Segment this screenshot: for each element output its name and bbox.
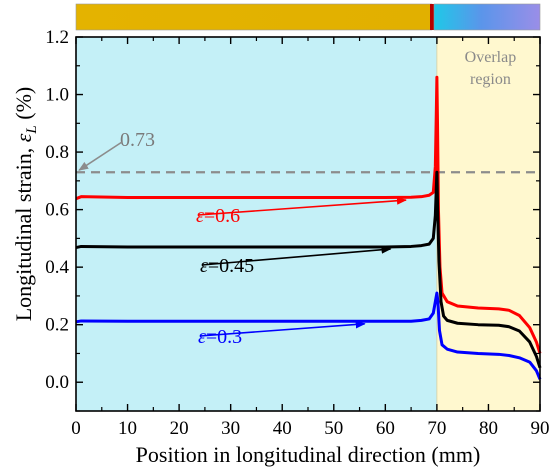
series-label-arrow-0 [197,196,407,216]
axes: 0 10 20 30 40 50 60 70 80 90 0.0 0.2 0.4 0.6 0.8 1.0 1.2 [45,27,549,439]
x-tick-label-2: 20 [170,418,189,439]
x-tick-label-7: 70 [427,418,446,439]
specimen-bar [75,3,541,31]
series-line-2 [75,291,542,380]
series-label-arrow-1 [201,245,392,266]
x-axis-title: Position in longitudinal direction (mm) [136,442,481,467]
series-label-2: ε=0.3 [198,326,242,348]
y-tick-label-0: 0.0 [45,372,69,393]
y-tick-label-3: 0.6 [45,200,69,221]
x-tick-label-1: 10 [118,418,137,439]
series-line-0 [75,75,542,354]
y-tick-label-5: 1.0 [45,85,69,106]
specimen-bar-left [75,3,433,31]
region-rect-0 [76,37,437,411]
series-label-value-0: =0.6 [204,205,240,227]
y-tick-label-1: 0.2 [45,315,69,336]
x-tick-label-6: 60 [376,418,395,439]
reference-value-label: 0.73 [120,129,155,151]
region-backgrounds: Overlap region [76,37,540,411]
x-tick-label-9: 90 [531,418,550,439]
series-label-1: ε=0.45 [200,255,254,277]
y-axis-title-subscript: L [24,125,40,134]
x-tick-label-5: 50 [324,418,343,439]
x-tick-label-8: 80 [479,418,498,439]
y-axis-title-main: Longitudinal strain, [11,142,36,321]
series-label-symbol-2: ε [198,326,206,348]
region-rect-1 [436,37,540,411]
specimen-bar-right [433,3,541,31]
y-tick-label-2: 0.4 [45,257,69,278]
x-tick-label-4: 40 [273,418,292,439]
specimen-bar-interface [430,4,434,30]
y-tick-label-4: 0.8 [45,142,69,163]
y-axis-title-unit: (%) [11,87,36,125]
y-tick-label-6: 1.2 [45,27,69,48]
series-label-0: ε=0.6 [196,205,240,227]
region-label-line1: Overlap [465,49,517,66]
series-line-1 [75,170,542,369]
x-tick-label-3: 30 [221,418,240,439]
reference-value-arrow [78,141,123,171]
annotations: 0.73ε=0.6ε=0.45ε=0.3 [78,129,407,348]
series-label-arrow-2 [199,320,366,337]
region-label-line2: region [470,71,511,88]
series-group [75,75,542,380]
series-label-value-2: =0.3 [206,326,242,348]
y-axis-title: Longitudinal strain, εL (%) [11,87,40,322]
x-tick-label-0: 0 [71,418,81,439]
series-label-value-1: =0.45 [208,255,254,277]
series-label-symbol-1: ε [200,255,208,277]
series-label-symbol-0: ε [196,205,204,227]
y-axis-title-symbol: ε [11,133,36,142]
